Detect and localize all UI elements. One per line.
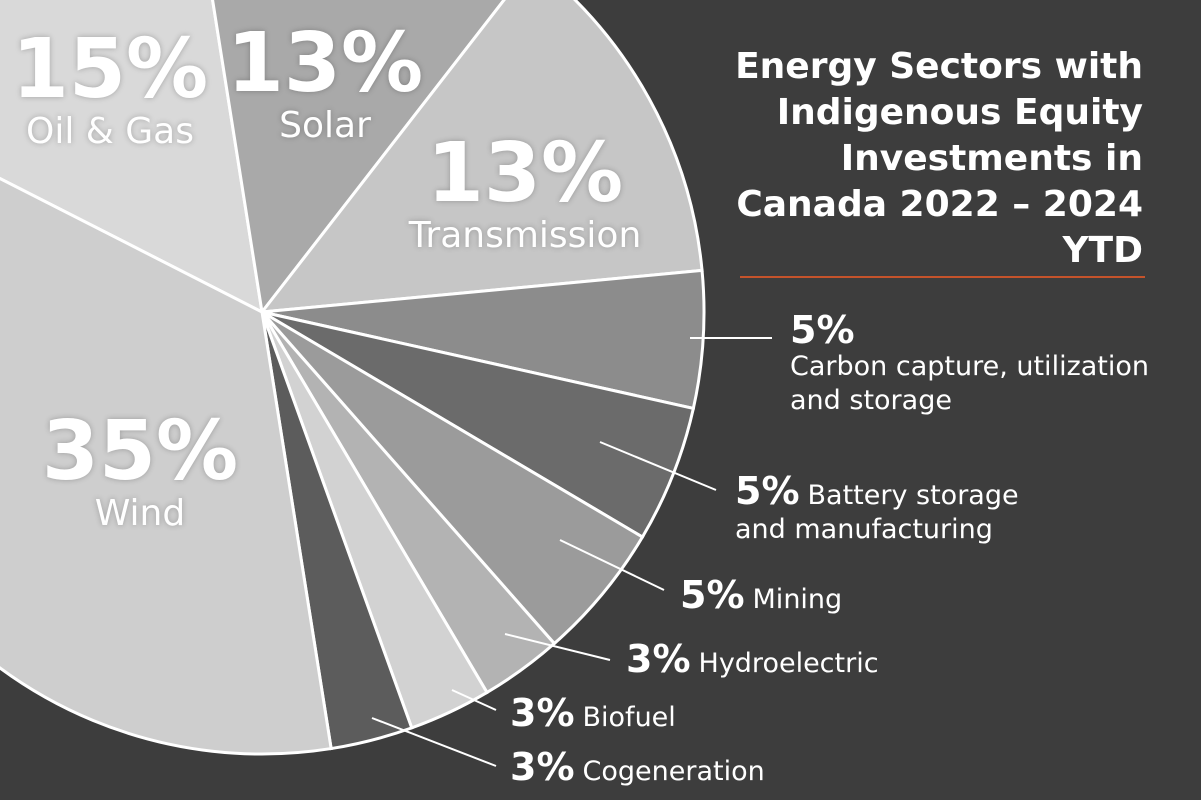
- leader-line: [371, 717, 497, 767]
- slice-label: 13% Solar: [227, 22, 423, 146]
- leader-line: [559, 539, 665, 591]
- slice-label: 5% Carbon capture, utilization and storag…: [790, 310, 1150, 418]
- leader-line: [599, 441, 717, 491]
- value-label: 3%: [510, 691, 575, 735]
- category-label: Transmission: [408, 215, 642, 256]
- category-label: Cogeneration: [582, 756, 765, 787]
- value-label: 35%: [41, 404, 239, 499]
- category-label: Biofuel: [582, 702, 676, 733]
- value-label: 15%: [11, 22, 209, 117]
- category-label: Battery storage and manufacturing: [735, 480, 1019, 545]
- slice-label: 35% Wind: [42, 410, 238, 534]
- chart-title: Energy Sectors with Indigenous Equity In…: [735, 46, 1143, 271]
- category-label: Oil & Gas: [25, 111, 194, 152]
- pie-slice: [0, 176, 333, 756]
- leader-line: [451, 689, 497, 711]
- slice-label: 3% Cogeneration: [510, 748, 830, 789]
- slice-label: 5% Battery storage and manufacturing: [735, 472, 1075, 547]
- pie-slice: [258, 0, 704, 314]
- slice-label: 15% Oil & Gas: [12, 28, 208, 152]
- slice-label: 3% Biofuel: [510, 694, 810, 735]
- value-label: 13%: [226, 16, 424, 111]
- leader-line: [504, 633, 611, 661]
- category-label: Carbon capture, utilization and storage: [790, 351, 1150, 416]
- category-label: Mining: [752, 584, 843, 615]
- value-label: 5%: [790, 308, 855, 352]
- value-label: 5%: [735, 469, 800, 513]
- slice-label: 5% Mining: [680, 576, 1000, 617]
- pie: [0, 0, 706, 756]
- value-label: 13%: [426, 126, 624, 221]
- slice-label: 3% Hydroelectric: [626, 640, 966, 681]
- value-label: 5%: [680, 573, 745, 617]
- slice-label: 13% Transmission: [409, 132, 642, 256]
- category-label: Solar: [279, 105, 371, 146]
- value-label: 3%: [626, 637, 691, 681]
- pie-slice: [211, 0, 506, 316]
- category-label: Hydroelectric: [698, 648, 879, 679]
- value-label: 3%: [510, 745, 575, 789]
- category-label: Wind: [94, 493, 186, 534]
- pie-slice: [0, 0, 264, 315]
